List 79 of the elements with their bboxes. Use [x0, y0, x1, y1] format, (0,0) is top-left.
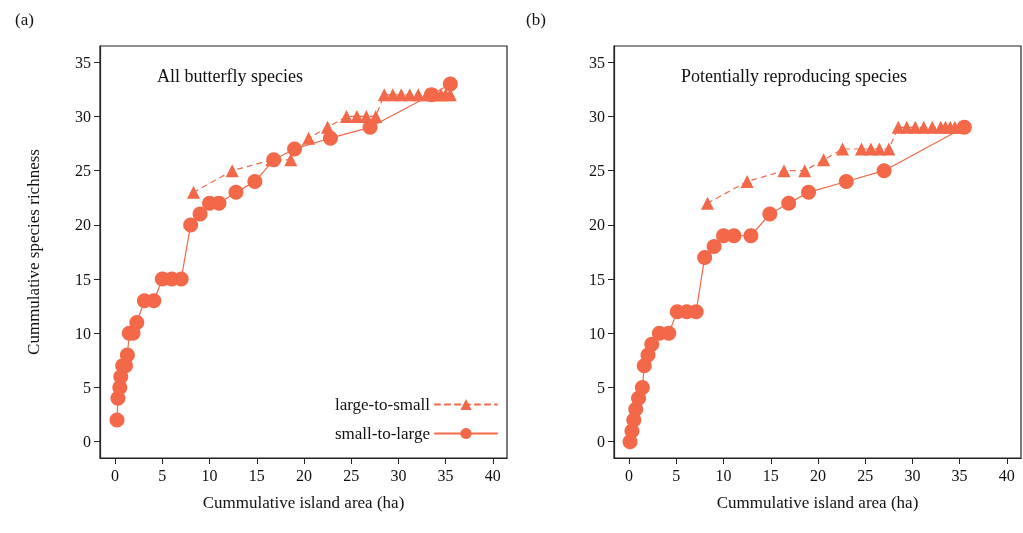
point: [762, 206, 778, 222]
x-tick-label: 30: [904, 466, 921, 484]
point: [350, 109, 364, 123]
point: [798, 164, 812, 178]
point: [322, 130, 338, 146]
point: [706, 239, 722, 255]
x-axis-title: Cummulative island area (ha): [202, 493, 405, 512]
point: [442, 76, 458, 92]
x-tick-label: 5: [158, 466, 167, 484]
point: [726, 228, 742, 244]
point: [302, 131, 316, 145]
point: [838, 174, 854, 190]
x-tick-label: 10: [201, 466, 218, 484]
chart-title: (b): [526, 10, 546, 29]
point: [697, 249, 713, 265]
point: [129, 314, 145, 330]
x-tick-label: 35: [437, 466, 454, 484]
point: [882, 142, 896, 156]
point: [109, 412, 125, 428]
y-tick-label: 35: [75, 53, 91, 71]
point: [817, 153, 831, 167]
y-axis-title: Cummulative species richness: [24, 149, 43, 355]
y-tick-label: 0: [597, 433, 605, 451]
x-tick-label: 15: [762, 466, 779, 484]
y-tick-label: 35: [589, 53, 605, 71]
y-tick-label: 0: [83, 433, 91, 451]
point: [228, 184, 244, 200]
y-tick-label: 30: [75, 107, 91, 125]
x-tick-label: 0: [111, 466, 120, 484]
x-tick-label: 40: [484, 466, 501, 484]
legend-label: large-to-small: [334, 395, 431, 414]
point: [700, 196, 714, 210]
y-tick-label: 25: [589, 162, 605, 180]
point: [781, 195, 797, 211]
x-tick-label: 10: [715, 466, 732, 484]
point: [186, 185, 200, 199]
x-tick-label: 20: [809, 466, 826, 484]
x-tick-label: 0: [625, 466, 634, 484]
point: [872, 142, 886, 156]
x-tick-label: 40: [998, 466, 1015, 484]
point: [836, 142, 850, 156]
point: [801, 184, 817, 200]
point: [777, 164, 791, 178]
y-tick-label: 30: [589, 107, 605, 125]
point: [192, 206, 208, 222]
x-tick-label: 5: [672, 466, 681, 484]
text: All butterfly species: [157, 66, 303, 86]
y-tick-label: 15: [75, 270, 91, 288]
point: [225, 164, 239, 178]
y-tick-label: 20: [75, 216, 91, 234]
x-tick-label: 35: [951, 466, 968, 484]
x-tick-label: 25: [857, 466, 874, 484]
chart-title: (a): [15, 10, 34, 29]
y-tick-label: 15: [589, 270, 605, 288]
text: Potentially reproducing species: [681, 66, 907, 86]
point: [183, 217, 199, 233]
point: [956, 119, 972, 135]
point: [743, 228, 759, 244]
y-tick-label: 10: [75, 324, 91, 342]
point: [287, 141, 303, 157]
point: [247, 174, 263, 190]
point: [876, 163, 892, 179]
x-tick-label: 25: [343, 466, 360, 484]
point: [644, 336, 660, 352]
x-axis-title: Cummulative island area (ha): [716, 493, 919, 512]
y-tick-label: 5: [597, 379, 605, 397]
y-tick-label: 5: [83, 379, 91, 397]
point: [339, 109, 353, 123]
point: [634, 380, 650, 396]
point: [119, 347, 135, 363]
point: [740, 175, 754, 189]
legend-label: small-to-large: [334, 424, 430, 443]
x-tick-label: 20: [295, 466, 312, 484]
point: [854, 142, 868, 156]
x-tick-label: 15: [248, 466, 265, 484]
y-tick-label: 20: [589, 216, 605, 234]
x-tick-label: 30: [390, 466, 407, 484]
y-tick-label: 25: [75, 162, 91, 180]
y-tick-label: 10: [589, 324, 605, 342]
